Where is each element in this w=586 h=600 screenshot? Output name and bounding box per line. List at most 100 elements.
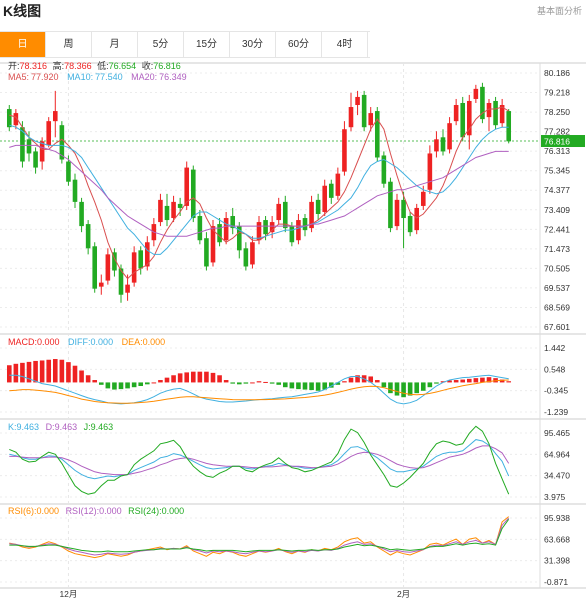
tab-5min[interactable]: 5分	[138, 32, 184, 57]
candle-body	[204, 238, 209, 267]
macd-bar	[85, 375, 91, 383]
macd-bar	[309, 382, 314, 391]
sub-tick-label: 1.442	[544, 343, 566, 353]
tab-15min[interactable]: 15分	[184, 32, 230, 57]
candle-body	[296, 220, 301, 241]
candle-body	[335, 173, 341, 196]
candle-body	[499, 105, 505, 124]
macd-bar	[250, 382, 255, 384]
macd-bar	[217, 375, 222, 383]
price-tick-label: 71.473	[544, 244, 570, 254]
macd-bar	[493, 378, 498, 383]
candle-body	[190, 169, 196, 219]
candle-body	[59, 125, 65, 160]
price-tick-label: 67.601	[544, 322, 570, 332]
macd-bar	[263, 381, 268, 383]
tab-30min[interactable]: 30分	[230, 32, 276, 57]
macd-bar	[368, 376, 374, 383]
sub-tick-label: 64.964	[544, 449, 570, 459]
candle-body	[407, 216, 413, 233]
macd-bar	[59, 359, 65, 383]
tab-month[interactable]: 月	[92, 32, 138, 57]
macd-bar	[118, 382, 124, 390]
candle-body	[223, 218, 229, 241]
fundamental-analysis-link[interactable]: 基本面分析	[536, 6, 582, 16]
candle-body	[158, 199, 163, 223]
sub-tick-label: 95.465	[544, 428, 570, 438]
candle-body	[401, 199, 406, 219]
macd-bar	[13, 363, 19, 383]
macd-bar	[342, 381, 347, 383]
tab-4hour[interactable]: 4时	[322, 32, 368, 57]
tab-60min[interactable]: 60分	[276, 32, 322, 57]
candle-body	[230, 216, 236, 229]
macd-bar	[72, 365, 78, 383]
candle-body	[263, 220, 268, 235]
candle-body	[440, 137, 446, 152]
last-price-badge	[541, 135, 585, 148]
candle-body	[250, 242, 255, 265]
candle-body	[381, 155, 387, 184]
rsi-line-2	[9, 519, 510, 553]
macd-bar	[256, 381, 262, 383]
candle-body	[217, 224, 222, 243]
macd-bar	[66, 362, 71, 383]
candle-body	[473, 88, 479, 99]
macd-bar	[52, 359, 58, 383]
tab-day[interactable]: 日	[0, 32, 46, 57]
sub-tick-label: 0.548	[544, 364, 566, 374]
candle-body	[92, 246, 98, 289]
macd-bar	[33, 360, 38, 383]
candle-body	[302, 218, 308, 231]
macd-bar	[92, 380, 98, 383]
price-tick-label: 72.441	[544, 224, 570, 234]
price-tick-label: 80.186	[544, 68, 570, 78]
macd-bar	[473, 378, 479, 383]
moving-average-lines	[9, 106, 509, 280]
rsi-info: RSI(6):0.000 RSI(12):0.000 RSI(24):0.000	[8, 506, 184, 516]
candle-body	[394, 199, 400, 227]
macd-bar	[322, 382, 328, 390]
macd-info: MACD:0.000 DIFF:0.000 DEA:0.000	[8, 337, 165, 347]
macd-bar	[328, 382, 334, 388]
macd-bar	[427, 382, 433, 388]
kdj-info: K:9.463 D:9.463 J:9.463	[8, 422, 113, 432]
macd-bar	[230, 382, 236, 384]
rsi-panel: 95.938 63.668 31.398 -0.871	[0, 513, 570, 587]
macd-bar	[112, 382, 117, 390]
candlestick-series	[6, 82, 512, 303]
price-tick-label: 74.377	[544, 185, 570, 195]
candle-body	[138, 250, 144, 269]
candle-body	[368, 113, 374, 126]
date-tick-label: 2月	[397, 589, 410, 599]
candle-body	[6, 109, 12, 128]
tab-week[interactable]: 周	[46, 32, 92, 57]
candle-body	[39, 141, 45, 162]
macd-bar	[204, 371, 209, 383]
price-tick-label: 70.505	[544, 263, 570, 273]
candle-body	[466, 100, 472, 136]
sub-tick-label: -0.345	[544, 386, 568, 396]
candle-body	[460, 102, 466, 138]
macd-bar	[355, 375, 360, 383]
candle-body	[342, 129, 347, 172]
candle-body	[276, 203, 282, 221]
candle-body	[355, 96, 360, 106]
price-tick-label: 75.345	[544, 166, 570, 176]
candle-body	[309, 201, 314, 229]
kdj-line-d	[9, 445, 510, 476]
sub-tick-label: -0.871	[544, 577, 568, 587]
price-tick-label: 76.313	[544, 146, 570, 156]
macd-bar	[480, 377, 485, 383]
macd-bar	[420, 382, 426, 391]
macd-bar	[131, 382, 137, 388]
macd-bar	[414, 382, 420, 394]
macd-bar	[210, 372, 216, 383]
macd-dea-line	[9, 379, 509, 404]
candle-body	[118, 268, 124, 295]
candle-body	[85, 224, 91, 249]
price-tick-label: 78.250	[544, 107, 570, 117]
kdj-line-k	[9, 439, 510, 480]
price-tick-label: 68.569	[544, 302, 570, 312]
